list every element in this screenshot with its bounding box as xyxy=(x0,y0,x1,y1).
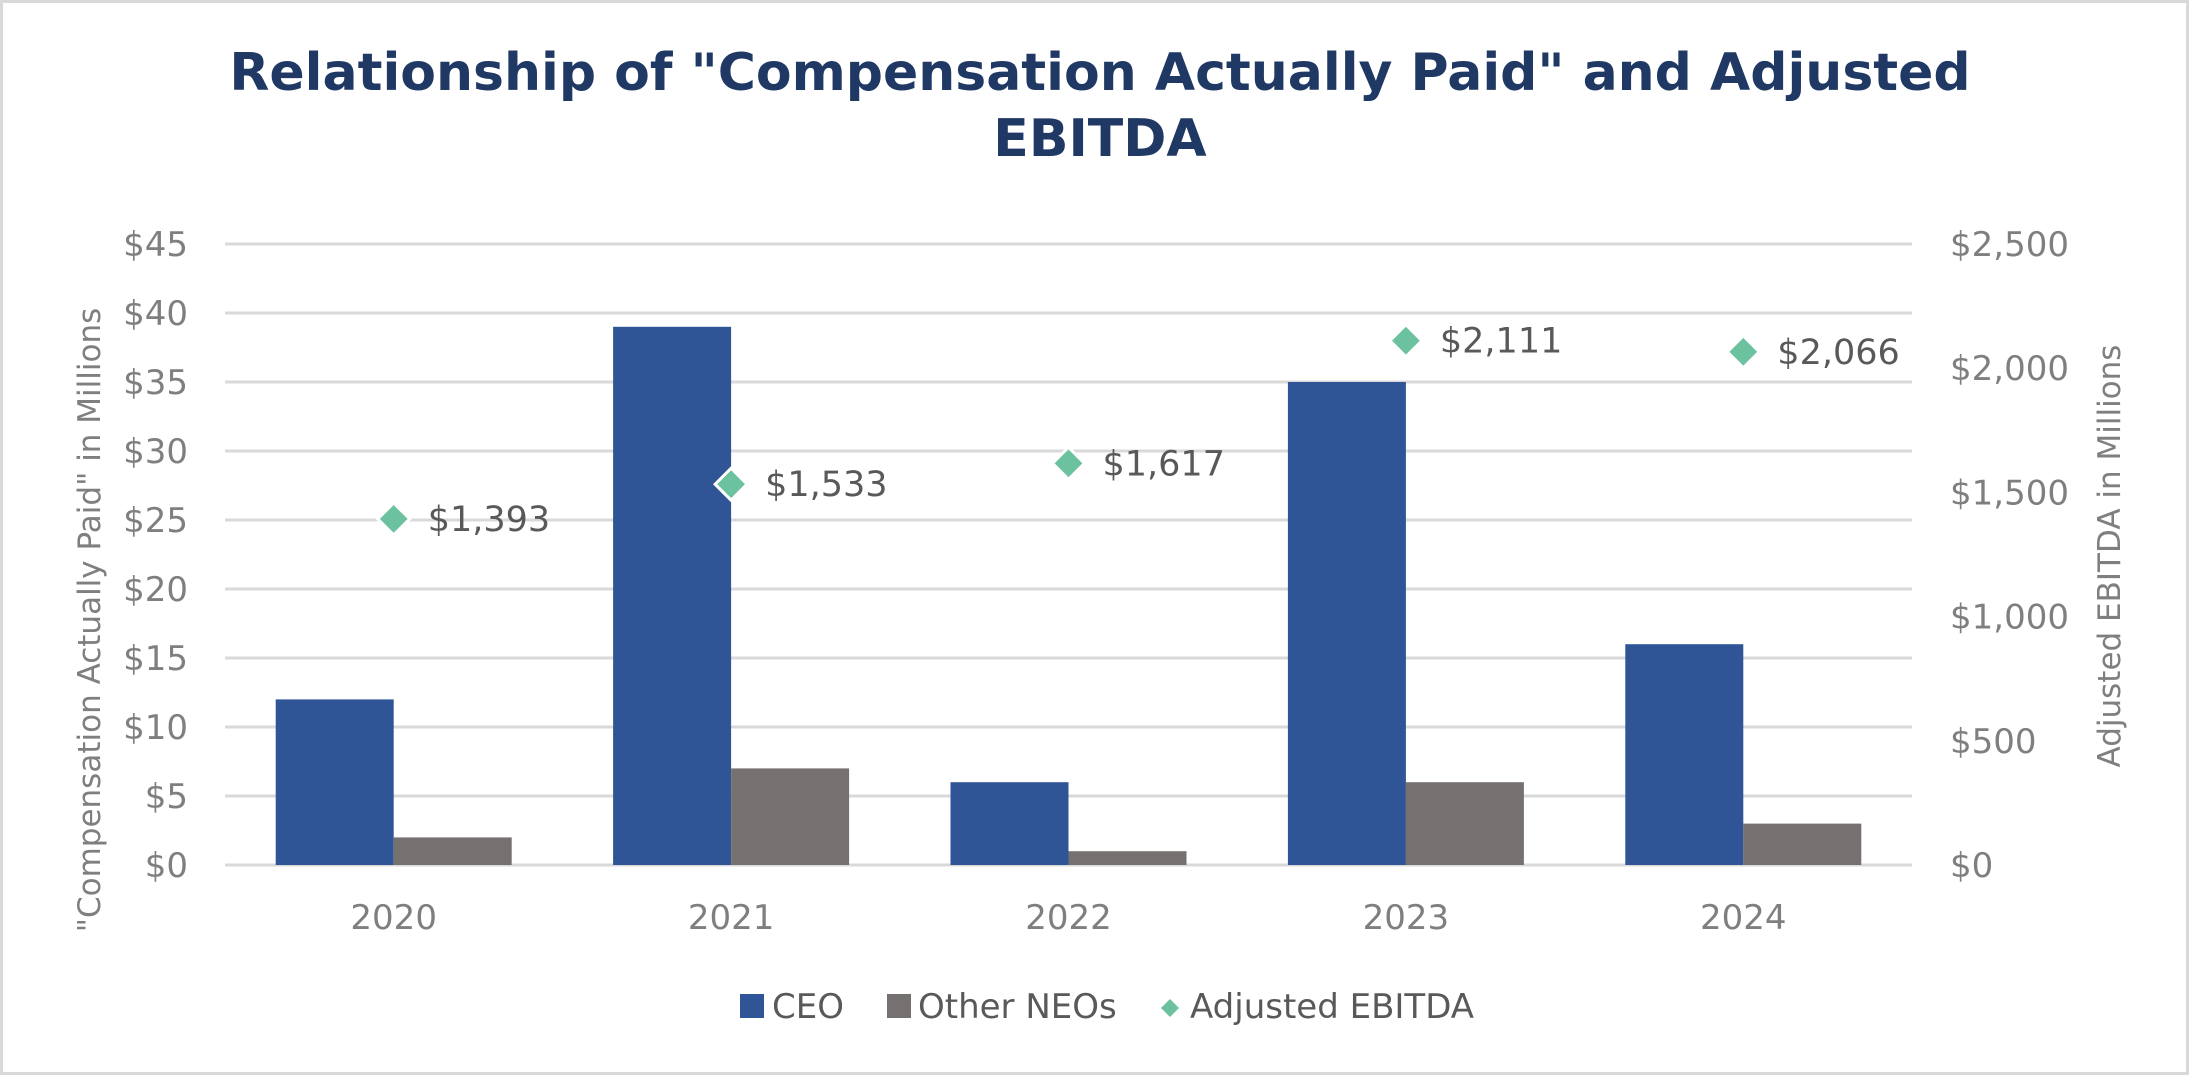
right-tick-label: $2,500 xyxy=(1950,225,2069,265)
legend-label-ceo: CEO xyxy=(772,987,844,1027)
right-tick-label: $0 xyxy=(1950,846,1993,886)
legend-label-ebitda: Adjusted EBITDA xyxy=(1190,987,1474,1027)
right-tick-label: $2,000 xyxy=(1950,349,2069,389)
ebitda-marker-2022 xyxy=(1050,445,1087,482)
bar-ceo-2022 xyxy=(950,782,1069,865)
left-axis-ticks: $0 $5 $10 $15 $20 $25 $30 $35 $40 $45 xyxy=(123,225,188,886)
bars xyxy=(275,326,1862,865)
x-tick-label: 2023 xyxy=(1363,898,1450,938)
right-tick-label: $1,500 xyxy=(1950,473,2069,513)
bar-ceo-2024 xyxy=(1625,644,1744,865)
chart-title-line-1: Relationship of "Compensation Actually P… xyxy=(229,43,1971,103)
chart-title: Relationship of "Compensation Actually P… xyxy=(200,40,2000,172)
left-tick-label: $15 xyxy=(123,639,188,679)
left-tick-label: $10 xyxy=(123,708,188,748)
x-axis-ticks: 2020 2021 2022 2023 2024 xyxy=(350,898,1786,938)
ebitda-data-label: $2,066 xyxy=(1777,333,1899,373)
ebitda-markers: $1,393 $1,533 $1,617 $2,111 $2,066 xyxy=(375,322,1900,540)
ebitda-marker-2023 xyxy=(1387,322,1425,359)
left-axis-title: "Compensation Actually Paid" in Millions xyxy=(72,308,108,933)
ebitda-data-label: $1,617 xyxy=(1103,444,1225,484)
x-tick-label: 2024 xyxy=(1700,898,1787,938)
bar-other-neos-2021 xyxy=(731,768,850,865)
chart-title-line-2: EBITDA xyxy=(993,109,1207,169)
left-tick-label: $45 xyxy=(123,225,188,265)
left-tick-label: $30 xyxy=(123,432,188,472)
left-tick-label: $0 xyxy=(145,846,188,886)
legend-swatch-ebitda xyxy=(1161,999,1179,1017)
bar-other-neos-2022 xyxy=(1068,851,1187,865)
bar-ceo-2023 xyxy=(1287,382,1406,865)
ebitda-data-label: $1,533 xyxy=(765,465,887,505)
bar-ceo-2020 xyxy=(275,699,394,865)
legend: CEO Other NEOs Adjusted EBITDA xyxy=(740,987,1474,1027)
bar-other-neos-2020 xyxy=(393,837,512,865)
legend-label-other-neos: Other NEOs xyxy=(918,987,1117,1027)
ebitda-data-label: $2,111 xyxy=(1440,322,1562,362)
left-tick-label: $25 xyxy=(123,501,188,541)
left-tick-label: $40 xyxy=(123,294,188,334)
legend-swatch-ceo xyxy=(740,994,764,1018)
x-tick-label: 2020 xyxy=(350,898,437,938)
bar-ceo-2021 xyxy=(613,326,732,865)
ebitda-marker-2021 xyxy=(712,466,750,503)
left-tick-label: $5 xyxy=(145,777,188,817)
ebitda-marker-2024 xyxy=(1725,333,1762,370)
x-tick-label: 2021 xyxy=(688,898,775,938)
left-tick-label: $35 xyxy=(123,363,188,403)
right-axis-ticks: $0 $500 $1,000 $1,500 $2,000 $2,500 xyxy=(1950,225,2069,886)
right-tick-label: $1,000 xyxy=(1950,598,2069,638)
bar-other-neos-2024 xyxy=(1743,823,1862,865)
x-tick-label: 2022 xyxy=(1025,898,1112,938)
ebitda-data-label: $1,393 xyxy=(428,500,550,540)
right-axis-title: Adjusted EBITDA in Millions xyxy=(2092,345,2128,768)
bar-other-neos-2023 xyxy=(1405,782,1524,865)
left-tick-label: $20 xyxy=(123,570,188,610)
legend-swatch-other-neos xyxy=(887,994,911,1018)
right-tick-label: $500 xyxy=(1950,722,2037,762)
ebitda-marker-2020 xyxy=(375,500,412,538)
